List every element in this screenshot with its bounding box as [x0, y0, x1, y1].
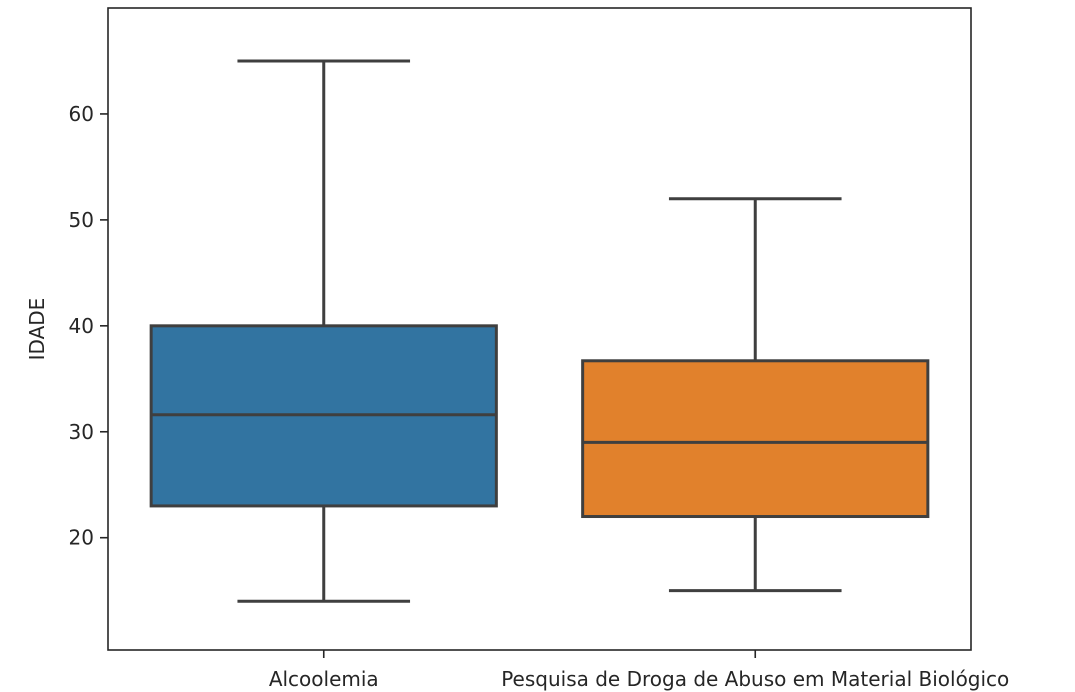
y-tick-label-3: 50 — [69, 208, 94, 232]
x-tick-label-0: Alcoolemia — [269, 667, 379, 691]
y-tick-label-0: 20 — [69, 526, 94, 550]
y-axis-label: IDADE — [25, 298, 49, 361]
x-tick-label-1: Pesquisa de Droga de Abuso em Material B… — [501, 667, 1009, 691]
y-tick-label-4: 60 — [69, 102, 94, 126]
y-tick-label-2: 40 — [69, 314, 94, 338]
y-axis: 20 30 40 50 60 — [69, 102, 108, 550]
iqr-box-1 — [581, 359, 930, 519]
boxes-layer — [149, 59, 930, 603]
box-1 — [581, 197, 930, 593]
box-0 — [149, 59, 498, 603]
plot-frame — [107, 7, 972, 651]
y-tick-label-1: 30 — [69, 420, 94, 444]
x-axis: Alcoolemia Pesquisa de Droga de Abuso em … — [269, 650, 1009, 691]
